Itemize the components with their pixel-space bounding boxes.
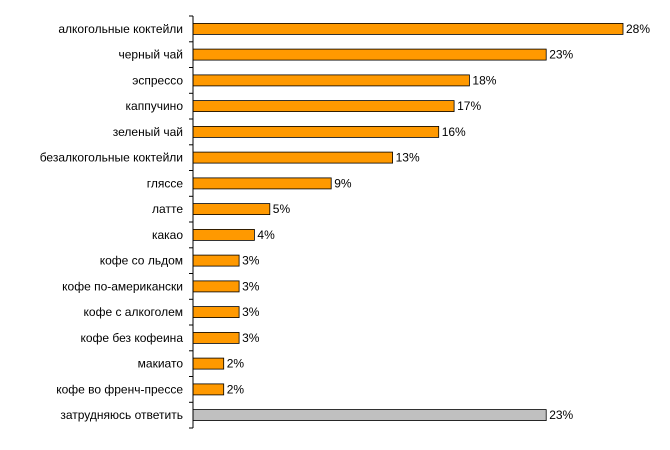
bar-2 [192,74,470,87]
category-label-13: макиато [138,357,184,371]
category-label-4: зеленый чай [113,125,183,139]
data-label-4: 16% [442,125,466,139]
bar-12 [192,331,240,344]
data-label-3: 17% [457,99,481,113]
data-label-13: 2% [227,357,245,371]
bar-10 [192,280,240,293]
data-labels-layer: 28% 23% 18% 17% 16% 13% 9% 5% 4% 3% 3% 3% 3% 2% 2% 23% [227,22,651,422]
bar-13 [192,357,225,370]
bars-layer [192,22,624,422]
category-label-8: какао [152,228,183,242]
category-label-1: черный чай [118,48,183,62]
category-label-3: каппучино [126,99,184,113]
data-label-14: 2% [227,382,245,396]
bar-9 [192,254,240,267]
bar-14 [192,383,225,396]
bar-1 [192,48,547,61]
bar-0 [192,22,624,35]
bar-15 [192,409,547,422]
category-label-9: кофе со льдом [100,254,183,268]
bar-5 [192,151,394,164]
data-label-5: 13% [396,151,420,165]
data-label-0: 28% [626,22,650,36]
bar-7 [192,203,271,216]
data-label-9: 3% [242,254,260,268]
data-label-11: 3% [242,305,260,319]
bar-11 [192,306,240,319]
category-label-7: латте [152,202,183,216]
data-label-10: 3% [242,279,260,293]
bar-3 [192,100,455,112]
axis-layer [189,15,194,429]
category-label-14: кофе во френч-прессе [56,382,183,396]
category-labels-layer: алкогольные коктейли черный чай эспрессо ка… [40,22,184,422]
category-label-11: кофе с алкоголем [84,305,183,319]
category-label-12: кофе без кофеина [80,331,183,345]
category-label-0: алкогольные коктейли [58,22,183,36]
category-label-2: эспрессо [132,73,183,87]
category-label-5: безалкогольные коктейли [40,151,183,165]
data-label-8: 4% [257,228,275,242]
data-label-1: 23% [549,48,573,62]
bar-8 [192,228,255,241]
data-label-2: 18% [472,73,496,87]
category-label-10: кофе по-американски [62,279,183,293]
bar-6 [192,177,332,190]
data-label-7: 5% [273,202,291,216]
category-label-6: гляссе [147,176,184,190]
bar-4 [192,126,440,138]
category-label-15: затрудняюсь ответить [60,408,183,422]
data-label-12: 3% [242,331,260,345]
data-label-6: 9% [334,176,352,190]
data-label-15: 23% [549,408,573,422]
